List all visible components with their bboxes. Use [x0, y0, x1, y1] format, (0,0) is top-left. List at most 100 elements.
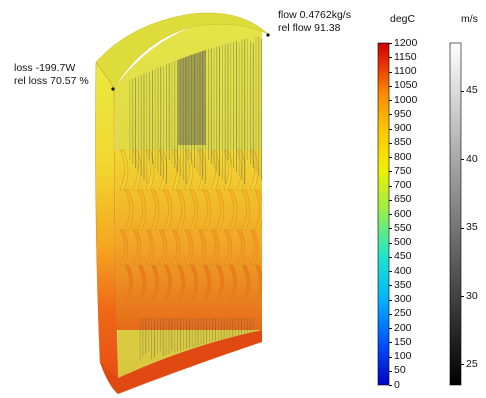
temperature-tick-mark — [389, 214, 392, 215]
baffle-plate — [197, 229, 207, 266]
baffle-plate — [228, 264, 238, 301]
temperature-tick-mark — [389, 171, 392, 173]
temperature-tick-500: 500 — [394, 236, 412, 248]
baffle-plate — [228, 189, 238, 231]
temperature-tick-mark — [389, 228, 392, 230]
baffle-plate — [236, 229, 246, 266]
baffle-plate — [124, 189, 134, 231]
temperature-tick-1050: 1050 — [394, 79, 418, 92]
temperature-tick-350: 350 — [394, 278, 412, 291]
rel-loss-label: rel loss 70.57 % — [14, 75, 89, 87]
baffle-plate — [137, 264, 147, 301]
velocity-tick-mark — [461, 227, 464, 229]
baffle-plate — [163, 264, 173, 301]
temperature-tick-mark — [389, 342, 392, 344]
temperature-tick-mark — [389, 185, 392, 187]
temperature-tick-150: 150 — [394, 335, 412, 348]
temperature-tick-550: 550 — [394, 221, 412, 234]
baffle-plate — [202, 189, 212, 231]
baffle-plate — [158, 229, 168, 266]
temperature-tick-mark — [389, 71, 392, 73]
temperature-tick-200: 200 — [394, 321, 412, 334]
temperature-tick-mark — [389, 242, 392, 244]
velocity-tick-mark — [461, 159, 464, 161]
temperature-tick-mark — [389, 57, 392, 59]
baffle-plate — [176, 264, 186, 301]
temperature-tick-mark — [389, 199, 392, 201]
rel-flow-label: rel flow 91.38 — [278, 22, 341, 34]
temperature-tick-400: 400 — [394, 264, 412, 277]
temperature-tick-mark — [389, 285, 392, 287]
baffle-plate — [189, 189, 199, 231]
baffle-plate — [189, 264, 199, 301]
temperature-tick-mark — [389, 356, 392, 358]
baffle-plate — [241, 189, 251, 231]
temperature-tick-650: 650 — [394, 193, 412, 206]
loss-marker-dot — [111, 87, 115, 91]
baffle-plate — [171, 229, 181, 266]
velocity-tick-45: 45 — [466, 84, 478, 97]
flow-annotation: flow 0.4762kg/s rel flow 91.38 — [278, 9, 351, 35]
temperature-tick-850: 850 — [394, 136, 412, 149]
temperature-tick-1000: 1000 — [394, 93, 418, 106]
baffle-plate — [197, 149, 207, 191]
baffle-plate — [132, 149, 142, 191]
temperature-tick-0: 0 — [394, 378, 400, 391]
baffle-plate — [132, 229, 142, 266]
flow-label: flow 0.4762kg/s — [278, 9, 351, 21]
temperature-tick-700: 700 — [394, 179, 412, 191]
temperature-tick-mark — [389, 385, 392, 386]
baffle-plate — [223, 149, 233, 191]
baffle-plate — [171, 149, 181, 191]
temperature-tick-1150: 1150 — [394, 50, 417, 63]
temperature-tick-mark — [389, 370, 392, 372]
baffle-plate — [158, 149, 168, 191]
baffle-plate — [215, 189, 225, 231]
velocity-streamlines — [129, 35, 262, 360]
temperature-tick-mark — [389, 157, 392, 158]
temperature-tick-750: 750 — [394, 164, 412, 177]
baffle-plate — [254, 189, 262, 231]
velocity-plume-core — [178, 45, 206, 145]
baffle-plate — [254, 264, 262, 301]
velocity-tick-40: 40 — [466, 152, 478, 165]
temperature-tick-450: 450 — [394, 250, 412, 263]
velocity-tick-mark — [461, 364, 464, 366]
velocity-tick-35: 35 — [466, 221, 478, 234]
temperature-tick-mark — [389, 114, 392, 116]
bottom-rim — [100, 330, 262, 394]
baffle-plate — [202, 264, 212, 301]
flow-marker-dot — [266, 33, 270, 37]
temperature-tick-1200: 1200 — [394, 36, 418, 49]
baffle-plate — [236, 149, 246, 191]
baffle-plate — [119, 149, 129, 191]
temperature-tick-mark — [389, 313, 392, 315]
temperature-tick-300: 300 — [394, 293, 412, 305]
temperature-tick-mark — [389, 256, 392, 258]
baffle-plate — [249, 229, 259, 266]
baffle-plate — [145, 229, 155, 266]
velocity-tick-30: 30 — [466, 289, 478, 302]
temperature-tick-mark — [389, 43, 392, 44]
temperature-tick-mark — [389, 299, 392, 301]
velocity-tick-mark — [461, 90, 464, 92]
temperature-tick-600: 600 — [394, 207, 412, 220]
temperature-tick-800: 800 — [394, 150, 412, 163]
temperature-unit-label: degC — [390, 13, 416, 25]
velocity-tick-25: 25 — [466, 357, 478, 370]
temperature-tick-mark — [389, 128, 392, 130]
temperature-tick-mark — [389, 100, 392, 101]
temperature-colorbar — [377, 42, 390, 386]
baffle-plate — [241, 264, 251, 301]
baffle-plate — [215, 264, 225, 301]
velocity-tick-mark — [461, 296, 464, 298]
baffle-plate — [210, 229, 220, 266]
velocity-colorbar — [449, 42, 462, 386]
baffle-plate — [249, 149, 259, 191]
baffle-plate — [124, 264, 134, 301]
baffle-plate — [150, 189, 160, 231]
temperature-tick-mark — [389, 85, 392, 87]
loss-annotation: loss -199.7W rel loss 70.57 % — [14, 62, 89, 88]
baffle-plate — [119, 229, 129, 266]
